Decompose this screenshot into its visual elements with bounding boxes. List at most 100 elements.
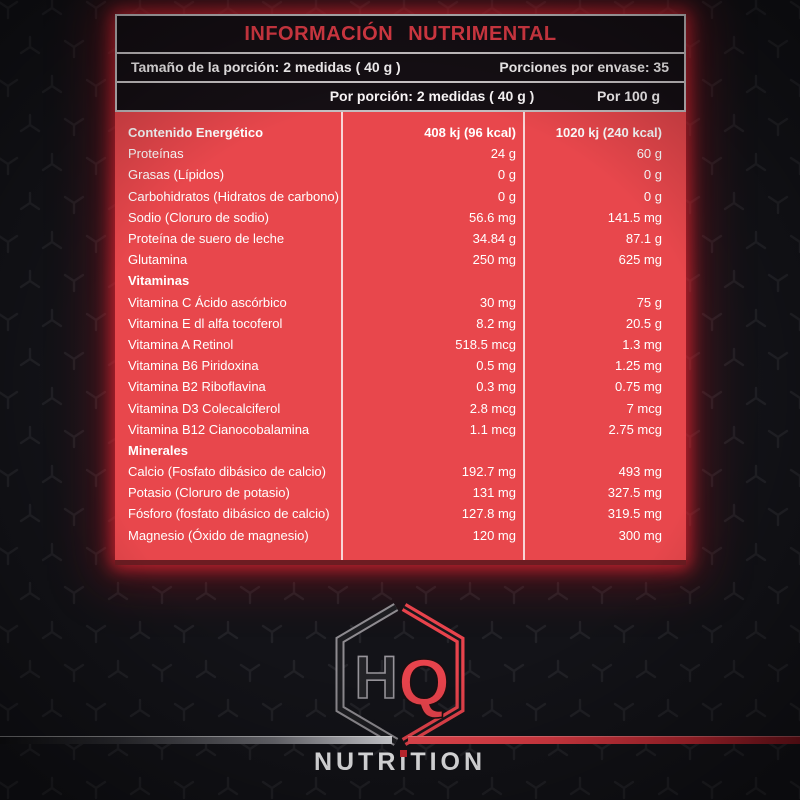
hq-logo-hexagon: H Q (335, 603, 465, 746)
row-label: Minerales (128, 442, 188, 458)
row-label: Contenido Energético (128, 125, 264, 141)
row-value-per-100g: 2.75 mcg (608, 421, 662, 437)
row-value-per-serving: 34.84 g (472, 231, 516, 247)
row-value-per-100g: 493 mg (618, 464, 662, 480)
table-row: Vitamina C Ácido ascórbico 30 mg 75 g (115, 292, 686, 313)
row-label: Vitaminas (128, 273, 190, 289)
monogram-h: H (354, 644, 397, 711)
row-label: Vitamina D3 Colecalciferol (128, 400, 281, 416)
row-label: Fósforo (fosfato dibásico de calcio) (128, 506, 330, 522)
row-label: Glutamina (128, 252, 188, 268)
row-label: Potasio (Cloruro de potasio) (128, 485, 290, 501)
row-label: Sodio (Cloruro de sodio) (128, 209, 269, 225)
row-label: Magnesio (Óxido de magnesio) (128, 527, 309, 543)
logo-right-gradient-line (408, 736, 800, 744)
table-row: Vitamina B2 Riboflavina 0.3 mg 0.75 mg (115, 376, 686, 397)
table-row: Calcio (Fosfato dibásico de calcio) 192.7… (115, 461, 686, 482)
nutrition-rows: Contenido Energético 408 kj (96 kcal) 1020… (115, 122, 686, 546)
row-value-per-100g: 60 g (636, 146, 662, 162)
row-value-per-serving: 0.3 mg (476, 379, 516, 395)
brand-prefix: NUTR (313, 748, 400, 776)
row-value-per-100g: 0.75 mg (615, 379, 662, 395)
hexagon-left-inner (337, 604, 398, 745)
row-label: Calcio (Fosfato dibásico de calcio) (128, 464, 326, 480)
row-label: Vitamina B2 Riboflavina (128, 379, 266, 395)
row-value-per-serving: 1.1 mcg (469, 421, 516, 437)
row-value-per-100g: 141.5 mg (607, 209, 662, 225)
row-value-per-100g: 7 mcg (626, 400, 662, 416)
row-value-per-serving: 0.5 mg (476, 358, 516, 374)
row-value-per-serving: 250 mg (472, 252, 516, 268)
nutrition-table: Contenido Energético 408 kj (96 kcal) 1020… (115, 112, 686, 565)
row-value-per-serving: 24 g (490, 146, 516, 162)
row-value-per-100g: 319.5 mg (607, 506, 662, 522)
table-row: Glutamina 250 mg 625 mg (115, 249, 686, 270)
table-row: Vitamina A Retinol 518.5 mcg 1.3 mg (115, 334, 686, 355)
serving-size-text: Tamaño de la porción: 2 medidas ( 40 g ) (131, 59, 401, 75)
row-value-per-serving: 30 mg (479, 294, 516, 310)
column-divider-2 (523, 112, 525, 560)
table-row: Sodio (Cloruro de sodio) 56.6 mg 141.5 mg (115, 207, 686, 228)
row-value-per-serving: 0 g (497, 188, 516, 204)
table-row: Proteínas 24 g 60 g (115, 143, 686, 164)
serving-info-row: Tamaño de la porción: 2 medidas ( 40 g )… (117, 52, 684, 81)
brand-letter-i: i (399, 748, 411, 776)
table-row: Potasio (Cloruro de potasio) 131 mg 327.5 … (115, 482, 686, 503)
row-value-per-serving: 0 g (497, 167, 516, 183)
row-value-per-100g: 20.5 g (625, 315, 662, 331)
column-divider-1 (341, 112, 343, 560)
row-label: Vitamina C Ácido ascórbico (128, 294, 287, 310)
table-row: Contenido Energético 408 kj (96 kcal) 1020… (115, 122, 686, 143)
label-header-block: INFORMACIÓN NUTRIMENTAL Tamaño de la por… (115, 14, 686, 112)
label-title: INFORMACIÓN NUTRIMENTAL (244, 23, 557, 45)
nutrition-label: INFORMACIÓN NUTRIMENTAL Tamaño de la por… (115, 14, 686, 565)
row-value-per-100g: 1.25 mg (615, 358, 662, 374)
row-value-per-100g: 87.1 g (625, 231, 662, 247)
brand-suffix: TION (410, 748, 487, 776)
row-value-per-serving: 2.8 mcg (469, 400, 516, 416)
table-row: Magnesio (Óxido de magnesio) 120 mg 300 mg (115, 525, 686, 546)
row-value-per-serving: 8.2 mg (476, 315, 516, 331)
row-value-per-100g: 75 g (636, 294, 662, 310)
row-value-per-100g: 1020 kj (240 kcal) (555, 125, 662, 141)
row-value-per-serving: 127.8 mg (461, 506, 516, 522)
row-value-per-100g: 625 mg (618, 252, 662, 268)
row-label: Proteína de suero de leche (128, 231, 285, 247)
row-value-per-serving: 131 mg (472, 485, 516, 501)
row-value-per-serving: 56.6 mg (469, 209, 516, 225)
row-value-per-serving: 192.7 mg (461, 464, 516, 480)
row-value-per-serving: 120 mg (472, 527, 516, 543)
table-row: Vitamina E dl alfa tocoferol 8.2 mg 20.5 g (115, 313, 686, 334)
row-value-per-100g: 0 g (643, 167, 662, 183)
servings-per-container-text: Porciones por envase: 35 (499, 59, 669, 75)
table-row: Vitamina B12 Cianocobalamina 1.1 mcg 2.75 … (115, 419, 686, 440)
row-label: Carbohidratos (Hidratos de carbono) (128, 188, 339, 204)
table-row: Fósforo (fosfato dibásico de calcio) 127.… (115, 503, 686, 524)
row-label: Grasas (Lípidos) (128, 167, 225, 183)
row-value-per-100g: 0 g (643, 188, 662, 204)
row-label: Vitamina E dl alfa tocoferol (128, 315, 283, 331)
row-value-per-serving: 408 kj (96 kcal) (424, 125, 516, 141)
per-serving-column-header: Por porción: 2 medidas ( 40 g ) (329, 88, 535, 104)
row-label: Proteínas (128, 146, 184, 162)
row-label: Vitamina B6 Piridoxina (128, 358, 259, 374)
table-row: Vitamina B6 Piridoxina 0.5 mg 1.25 mg (115, 355, 686, 376)
monogram-q: Q (398, 645, 449, 719)
per-100g-column-header: Por 100 g (596, 88, 660, 104)
hexagon-right-inner (403, 605, 462, 744)
row-label: Vitamina A Retinol (128, 336, 234, 352)
table-row: Grasas (Lípidos) 0 g 0 g (115, 164, 686, 185)
row-value-per-100g: 300 mg (618, 527, 662, 543)
table-row: Minerales (115, 440, 686, 461)
table-row: Proteína de suero de leche 34.84 g 87.1 g (115, 228, 686, 249)
column-headers-row: Por porción: 2 medidas ( 40 g ) Por 100 … (117, 81, 684, 110)
brand-wordmark: NUTRiTION (0, 748, 800, 777)
table-row: Vitamina D3 Colecalciferol 2.8 mcg 7 mcg (115, 397, 686, 418)
row-value-per-100g: 1.3 mg (622, 336, 662, 352)
row-value-per-serving: 518.5 mcg (455, 336, 516, 352)
row-value-per-100g: 327.5 mg (607, 485, 662, 501)
row-label: Vitamina B12 Cianocobalamina (128, 421, 310, 437)
table-row: Vitaminas (115, 270, 686, 291)
table-row: Carbohidratos (Hidratos de carbono) 0 g 0 … (115, 186, 686, 207)
logo-left-gradient-line (0, 736, 392, 744)
